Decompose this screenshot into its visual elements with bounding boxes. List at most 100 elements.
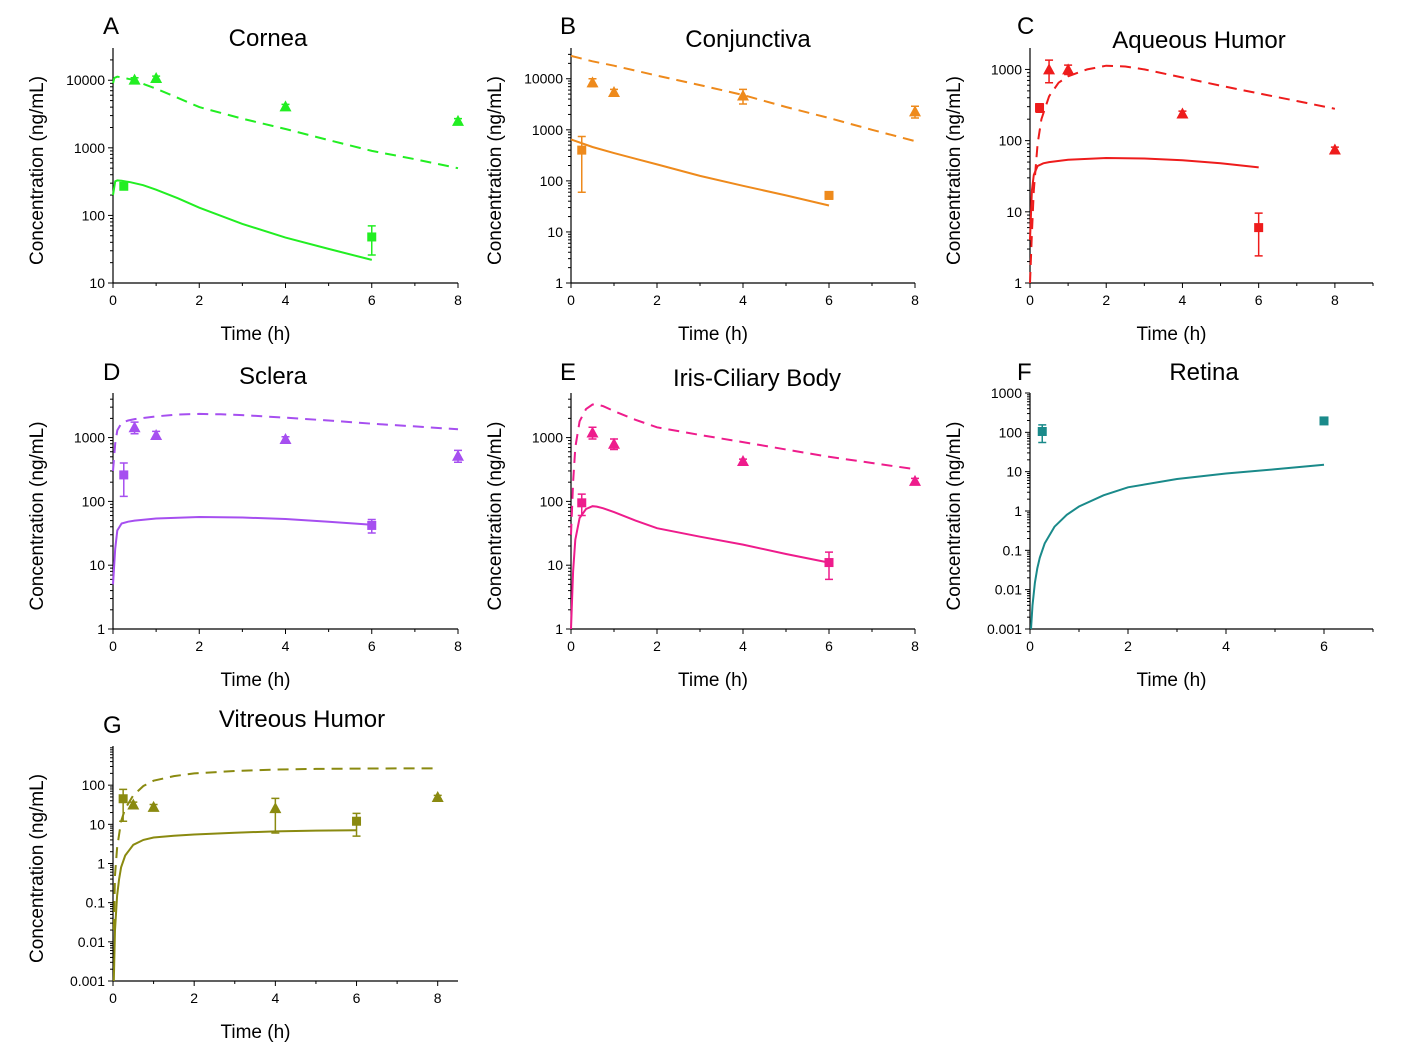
chart-title: Cornea: [229, 25, 308, 52]
x-tick-label: 2: [195, 292, 203, 308]
triangle-data-point: [150, 428, 163, 440]
y-tick-label: 100: [540, 173, 564, 189]
error-bar: [1254, 212, 1263, 257]
y-tick-label: 0.01: [995, 582, 1022, 598]
solid-model-line: [1030, 463, 1325, 630]
x-tick-label: 8: [434, 990, 442, 1006]
triangle-data-point: [127, 798, 140, 810]
triangle-data-point: [1062, 63, 1075, 75]
x-axis-title: Time (h): [220, 1022, 290, 1043]
y-axis-title: Concentration (ng/mL): [27, 421, 48, 610]
dashed-model-line: [112, 75, 459, 170]
panel-f: F Retina 0 2 4 6 0.001 0.01 0.1 1 10 100 1000 Time (h…: [944, 359, 1374, 691]
solid-model-line: [570, 138, 830, 207]
square-data-point: [577, 145, 587, 155]
dashed-model-line: [112, 767, 438, 931]
square-data-point: [352, 816, 362, 826]
x-tick-label: 8: [911, 292, 919, 308]
x-tick-label: 4: [739, 638, 747, 654]
triangle-data-point: [909, 105, 921, 117]
y-tick-label: 10: [89, 816, 105, 832]
y-tick-label: 1: [555, 621, 563, 637]
y-axis-title: Concentration (ng/mL): [27, 774, 48, 963]
y-tick-label: 1000: [532, 122, 563, 138]
square-data-point: [577, 498, 587, 508]
y-tick-label: 100: [999, 424, 1023, 440]
chart-title: Iris-Ciliary Body: [673, 365, 841, 392]
square-data-point: [119, 181, 129, 191]
error-bar: [119, 788, 128, 822]
panel-b: B Conjunctiva 0 2 4 6 8 1 10 100 1000 10000 Time (h)…: [485, 13, 921, 345]
x-axis-title: Time (h): [220, 324, 290, 345]
dashed-model-line: [112, 412, 459, 472]
triangle-data-point: [737, 89, 749, 101]
y-tick-label: 100: [540, 493, 564, 509]
x-tick-label: 6: [1255, 292, 1263, 308]
y-tick-label: 10: [89, 275, 105, 291]
y-tick-label: 0.001: [70, 973, 105, 989]
square-data-point: [118, 794, 128, 804]
y-tick-label: 10000: [524, 71, 563, 87]
x-tick-label: 8: [454, 638, 462, 654]
panel-letter: D: [103, 359, 120, 386]
x-tick-label: 4: [1222, 638, 1230, 654]
y-tick-label: 10: [547, 224, 563, 240]
y-tick-label: 1: [555, 275, 563, 291]
y-tick-label: 1000: [74, 140, 105, 156]
solid-model-line: [112, 829, 357, 982]
triangle-data-point: [431, 790, 444, 802]
x-axis-title: Time (h): [678, 670, 748, 691]
triangle-data-point: [1328, 143, 1341, 155]
triangle-data-point: [452, 114, 464, 126]
y-tick-label: 1000: [991, 385, 1022, 401]
square-data-point: [824, 190, 834, 200]
y-axis-title: Concentration (ng/mL): [944, 421, 965, 610]
x-axis-title: Time (h): [1136, 670, 1206, 691]
x-tick-label: 6: [368, 292, 376, 308]
y-tick-label: 100: [82, 207, 106, 223]
x-tick-label: 2: [195, 638, 203, 654]
triangle-data-point: [128, 73, 141, 85]
y-tick-label: 1000: [991, 61, 1022, 77]
y-tick-label: 0.1: [1003, 542, 1023, 558]
x-tick-label: 0: [1026, 292, 1034, 308]
triangle-data-point: [128, 421, 141, 433]
triangle-data-point: [608, 86, 620, 98]
x-tick-label: 2: [1124, 638, 1132, 654]
y-tick-label: 10: [89, 557, 105, 573]
panel-letter: G: [103, 712, 122, 739]
panel-g: G Vitreous Humor 0 2 4 6 8 0.001 0.01 0.1 1 10 100 Ti…: [27, 706, 458, 1043]
x-tick-label: 8: [1331, 292, 1339, 308]
triangle-data-point: [586, 76, 599, 88]
y-tick-label: 0.1: [86, 895, 106, 911]
y-tick-label: 10: [1006, 464, 1022, 480]
y-tick-label: 10: [547, 557, 563, 573]
y-tick-label: 10000: [66, 72, 105, 88]
panel-a: A Cornea 0 2 4 6 8 10 100 1000 10000 Time (h) Concen…: [27, 13, 464, 345]
triangle-data-point: [269, 802, 282, 814]
x-tick-label: 6: [353, 990, 361, 1006]
y-tick-label: 100: [999, 133, 1023, 149]
chart-title: Aqueous Humor: [1112, 27, 1285, 54]
triangle-data-point: [279, 100, 292, 112]
square-data-point: [367, 520, 377, 530]
panel-e: E Iris-Ciliary Body 0 2 4 6 8 1 10 100 1000 Time (h…: [485, 359, 921, 691]
dashed-model-line: [1029, 64, 1336, 284]
y-tick-label: 0.01: [78, 934, 105, 950]
x-tick-label: 2: [653, 638, 661, 654]
solid-model-line: [1029, 156, 1259, 241]
dashed-model-line: [570, 54, 916, 143]
solid-model-line: [112, 515, 372, 585]
y-tick-label: 1000: [74, 430, 105, 446]
x-axis-title: Time (h): [678, 324, 748, 345]
triangle-data-point: [150, 71, 163, 83]
x-tick-label: 8: [911, 638, 919, 654]
solid-model-line: [570, 505, 830, 630]
triangle-data-point: [147, 800, 160, 812]
x-tick-label: 0: [109, 292, 117, 308]
y-tick-label: 100: [82, 777, 106, 793]
square-data-point: [1254, 223, 1264, 233]
y-tick-label: 1: [1014, 275, 1022, 291]
y-tick-label: 1: [97, 856, 105, 872]
